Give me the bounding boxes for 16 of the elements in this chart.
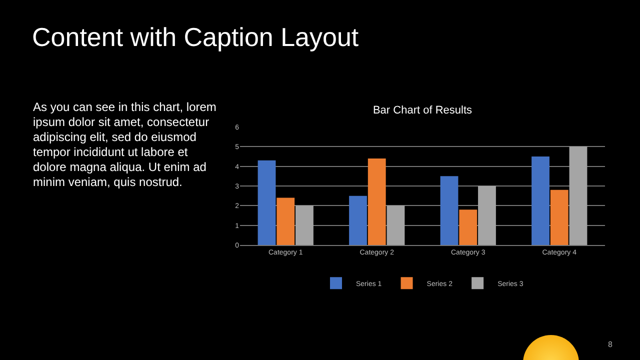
bar (459, 210, 478, 245)
text: As you can see in this chart, lorem ipsum dolor sit amet, consectetur adipiscing elit, sed do eiusmod tempor incididunt ut labore et dolore magna aliqua. Ut enim ad minim veniam, quis nostrud. (33, 100, 218, 190)
bar (276, 198, 295, 245)
bar (258, 160, 276, 245)
bar (532, 156, 550, 245)
bar (349, 196, 367, 245)
chart-title: Bar Chart of Results (372, 104, 473, 116)
bar (550, 190, 568, 245)
bar (368, 158, 386, 245)
bar (440, 176, 458, 245)
bar (296, 206, 314, 245)
bar (569, 146, 588, 245)
bar (386, 206, 405, 245)
text: Content with Caption Layout (32, 22, 359, 53)
text: 8 (608, 340, 612, 349)
bar (478, 186, 496, 245)
